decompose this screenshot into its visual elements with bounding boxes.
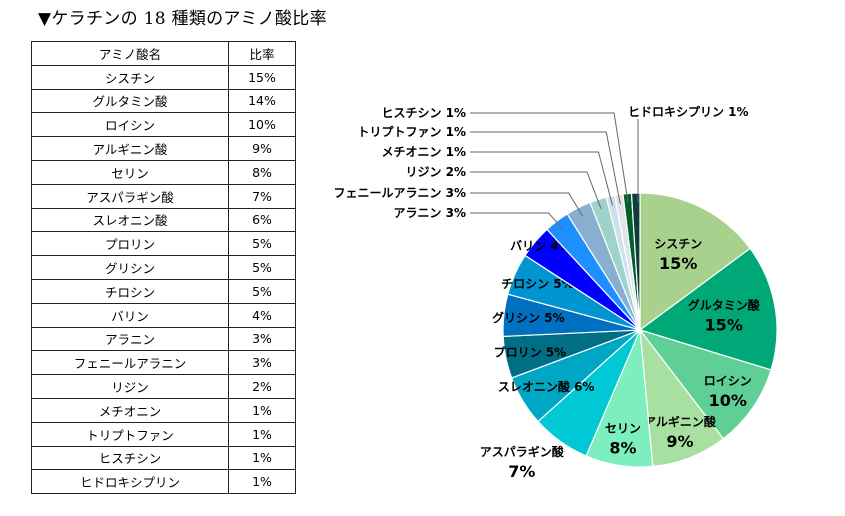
slice-label: ヒスチシン 1% [381,106,466,120]
pie-slice [638,328,772,440]
table-row: アルギニン酸 9% [31,136,296,161]
table-row: ヒスチシン 1% [31,445,296,471]
slice-label: メチオニン 1% [381,145,466,159]
column-header-ratio: 比率 [228,41,296,66]
table-row: セリン 8% [31,159,296,185]
pie-slice [638,247,778,371]
table-row: チロシン 5% [31,278,296,304]
slice-percent-label: 9% [666,432,693,451]
amino-acid-name-cell: セリン [31,159,229,185]
amino-acid-name-cell: グルタミン酸 [31,88,229,114]
leader-line [470,131,621,205]
slice-label: トリプトファン 1% [357,124,466,139]
ratio-cell: 14% [228,88,296,114]
ratio-cell: 10% [228,112,296,138]
amino-acid-name-cell: メチオニン [31,397,229,423]
slice-percent-label: 7% [508,462,535,481]
slice-name-label: ロイシン [704,374,752,388]
ratio-cell: 8% [228,159,296,185]
leader-line [470,151,613,206]
leader-line [470,171,602,209]
slice-label: プロリン 5% [494,345,567,360]
ratio-cell: 7% [228,183,296,209]
slice-label: フェニールアラニン 3% [333,186,466,200]
slice-name-label: グルタミン酸 [688,298,761,313]
amino-acid-name-cell: プロリン [31,231,229,257]
slice-name-label: シスチン [654,237,702,251]
amino-acid-name-cell: リジン [31,374,229,399]
amino-acid-name-cell: ヒスチシン [31,445,229,471]
column-header-name: アミノ酸名 [31,41,229,66]
table-row: ロイシン 10% [31,112,296,138]
ratio-cell: 5% [228,231,296,257]
amino-acid-name-cell: シスチン [31,64,229,90]
amino-acid-name-cell: グリシン [31,255,229,280]
leader-line [470,192,584,217]
slice-label: チロシン 5% [501,277,574,291]
amino-acid-name-cell: スレオニン酸 [31,207,229,233]
slice-label: バリン 4% [510,239,571,253]
slice-label: スレオニン酸 6% [498,379,595,394]
amino-acid-name-cell: トリプトファン [31,421,229,447]
slice-percent-label: 15% [705,316,743,335]
table-row: メチオニン 1% [31,397,296,423]
table-row: プロリン 5% [31,231,296,257]
table-row: アスパラギン酸 7% [31,183,296,209]
table-row: バリン 4% [31,302,296,328]
table-row: トリプトファン 1% [31,421,296,447]
ratio-cell: 9% [228,136,296,161]
slice-percent-label: 8% [609,438,636,457]
amino-acid-name-cell: チロシン [31,278,229,304]
table-row: ヒドロキシプリン 1% [31,469,296,495]
amino-acid-name-cell: アルギニン酸 [31,136,229,161]
slice-label: グリシン 5% [492,310,565,325]
pie-slice [630,192,641,331]
slice-percent-label: 10% [709,391,747,410]
slice-label: アラニン 3% [393,206,466,220]
table-row: リジン 2% [31,374,296,399]
table-row: アラニン 3% [31,326,296,352]
table-row: シスチン 15% [31,64,296,90]
slice-name-label: セリン [605,421,641,435]
ratio-cell: 1% [228,445,296,471]
table-row: グルタミン酸 14% [31,88,296,114]
ratio-cell: 3% [228,326,296,352]
ratio-cell: 1% [228,421,296,447]
slice-percent-label: 15% [659,254,697,273]
ratio-cell: 5% [228,278,296,304]
page-title: ▼ケラチンの 18 種類のアミノ酸比率 [38,9,327,29]
ratio-cell: 1% [228,469,296,495]
ratio-cell: 5% [228,255,296,280]
table-header-row: アミノ酸名 比率 [31,41,296,66]
amino-acid-name-cell: ロイシン [31,112,229,138]
slice-label: リジン 2% [405,165,466,179]
table-row: フェニールアラニン 3% [31,350,296,376]
amino-acid-name-cell: バリン [31,302,229,328]
ratio-cell: 6% [228,207,296,233]
pie-chart: シスチン 15% グルタミン酸 15% ロイシン 10% アルギニン酸 9% セリン 8% アスパラ… [333,104,778,481]
amino-acid-name-cell: アラニン [31,326,229,352]
amino-acid-table: アミノ酸名 比率 シスチン 15% グルタミン酸 14% ロイシン 10% アルギニン酸 9%… [31,41,296,495]
slice-name-label: アスパラギン酸 [480,444,565,459]
amino-acid-name-cell: フェニールアラニン [31,350,229,376]
amino-acid-name-cell: ヒドロキシプリン [31,469,229,495]
table-row: グリシン 5% [31,255,296,280]
leader-line [470,112,629,204]
ratio-cell: 4% [228,302,296,328]
ratio-cell: 15% [228,64,296,90]
slice-name-label: アルギニン酸 [644,414,717,429]
table-row: スレオニン酸 6% [31,207,296,233]
pie-slice [639,192,751,332]
ratio-cell: 1% [228,397,296,423]
amino-acid-name-cell: アスパラギン酸 [31,183,229,209]
slice-label: ヒドロキシプリン 1% [628,104,749,119]
ratio-cell: 2% [228,374,296,399]
leader-line [470,212,563,230]
ratio-cell: 3% [228,350,296,376]
